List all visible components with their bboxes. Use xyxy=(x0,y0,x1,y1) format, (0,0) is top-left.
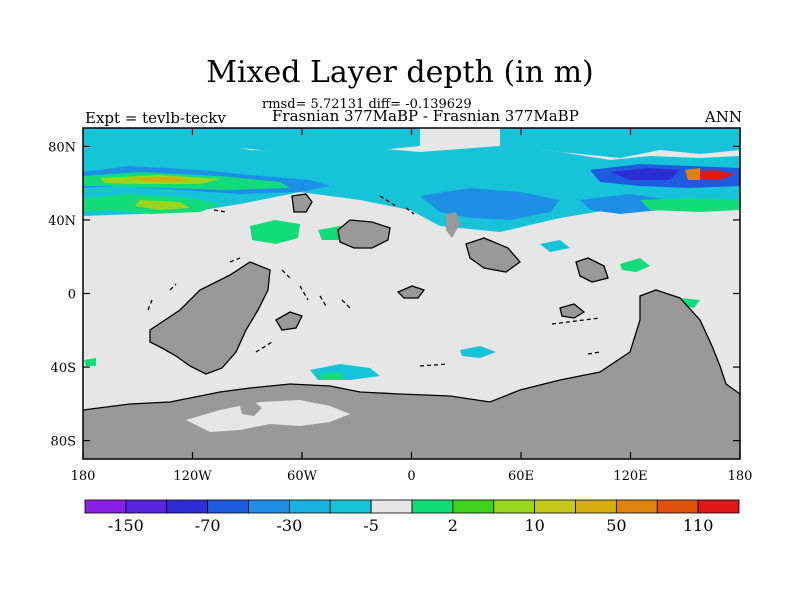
colorbar-swatch xyxy=(84,499,127,514)
colorbar-swatch xyxy=(329,499,372,514)
colorbar-swatch xyxy=(411,499,454,514)
field-green-south-2 xyxy=(84,358,96,366)
lat-tick-label: 80S xyxy=(51,435,76,450)
colorbar-label: 10 xyxy=(524,516,544,535)
subtitle: Frasnian 377MaBP - Frasnian 377MaBP xyxy=(272,107,579,125)
field-green-east-1 xyxy=(640,198,740,212)
land-island-2 xyxy=(446,212,460,238)
lon-tick-label: 120W xyxy=(173,469,212,484)
land-island-1 xyxy=(292,194,312,212)
colorbar-swatch xyxy=(248,499,290,514)
coast-island-4 xyxy=(396,285,426,299)
land-antarctic-gap xyxy=(186,400,350,432)
field-yellow-west-2 xyxy=(135,200,190,210)
colorbar-label: -5 xyxy=(363,516,379,535)
field-green-east-2 xyxy=(620,258,650,272)
colorbar-label: 110 xyxy=(683,516,714,535)
longitude-axis: 180 120W 60W 0 60E 120E 180 xyxy=(71,128,753,484)
land-island-4 xyxy=(398,286,424,298)
colorbar-swatch xyxy=(534,499,576,514)
colorbar: -150 -70 -30 -5 2 10 50 110 xyxy=(84,499,740,535)
land-south-america-africa xyxy=(150,262,270,374)
land-masses xyxy=(83,194,740,459)
colorbar-label: -30 xyxy=(276,516,302,535)
land-north-east-block xyxy=(466,238,520,272)
map-plot-area xyxy=(83,128,740,459)
colorbar-swatch xyxy=(656,499,699,514)
field-cyan-north-upper-east xyxy=(500,128,740,158)
colorbar-swatch xyxy=(370,499,413,514)
coast-gondwana-south xyxy=(83,289,740,411)
lat-tick-label: 0 xyxy=(68,288,76,303)
field-cyan-south-2 xyxy=(460,346,496,358)
coast-island-6 xyxy=(275,311,303,331)
lon-tick-label: 180 xyxy=(728,469,753,484)
field-orange-east xyxy=(685,168,700,180)
experiment-label: Expt = tevlb-teckv xyxy=(85,109,226,127)
colorbar-swatch xyxy=(575,499,617,514)
field-darkblue-east xyxy=(610,168,680,180)
lat-tick-label: 40S xyxy=(51,361,76,376)
stats-label: rmsd= 5.72131 diff= -0.139629 xyxy=(262,97,472,112)
lon-tick-label: 60W xyxy=(287,469,318,484)
field-cyan-east-small xyxy=(540,240,570,252)
lon-tick-label: 60E xyxy=(508,469,534,484)
land-north-block xyxy=(338,220,390,248)
lat-tick-label: 80N xyxy=(48,140,76,155)
colorbar-swatch xyxy=(493,499,536,514)
colorbar-label: -150 xyxy=(108,516,144,535)
coast-island-1 xyxy=(291,193,313,213)
field-orange-west xyxy=(130,177,190,182)
colorbar-label: 2 xyxy=(448,516,458,535)
anomaly-fields xyxy=(83,128,740,380)
field-cyan-north-band xyxy=(83,136,740,232)
coast-island-5 xyxy=(559,303,586,319)
colorbar-label: 50 xyxy=(606,516,626,535)
map-title: Mixed Layer depth (in m) xyxy=(206,55,594,90)
field-cyan-north-upper xyxy=(83,128,420,154)
lon-tick-label: 180 xyxy=(71,469,96,484)
coast-fragments xyxy=(147,195,601,367)
field-green-south-1 xyxy=(318,372,345,380)
colorbar-swatch xyxy=(452,499,495,514)
season-label: ANN xyxy=(704,108,742,126)
latitude-axis: 80N 40N 0 40S 80S xyxy=(48,140,740,450)
colorbar-swatch xyxy=(207,499,249,514)
colorbar-label: -70 xyxy=(195,516,221,535)
lon-tick-label: 120E xyxy=(613,469,647,484)
field-blue-central-2 xyxy=(580,194,670,214)
colorbar-swatch xyxy=(125,499,168,514)
field-blue-central xyxy=(420,188,560,220)
coast-north-east-block xyxy=(465,237,521,273)
colorbar-swatch xyxy=(697,499,740,514)
coastlines xyxy=(83,193,740,411)
field-red-east xyxy=(690,170,735,180)
coast-island-3 xyxy=(575,257,609,283)
colorbar-swatch xyxy=(288,499,331,514)
coast-north-block xyxy=(337,219,391,249)
coast-south-america-africa xyxy=(149,261,271,375)
lon-tick-label: 0 xyxy=(407,469,415,484)
field-green-mid-1 xyxy=(250,220,300,244)
colorbar-swatch xyxy=(166,499,209,514)
land-island-7 xyxy=(240,400,262,416)
colorbar-swatch xyxy=(615,499,658,514)
lat-tick-label: 40N xyxy=(48,214,76,229)
